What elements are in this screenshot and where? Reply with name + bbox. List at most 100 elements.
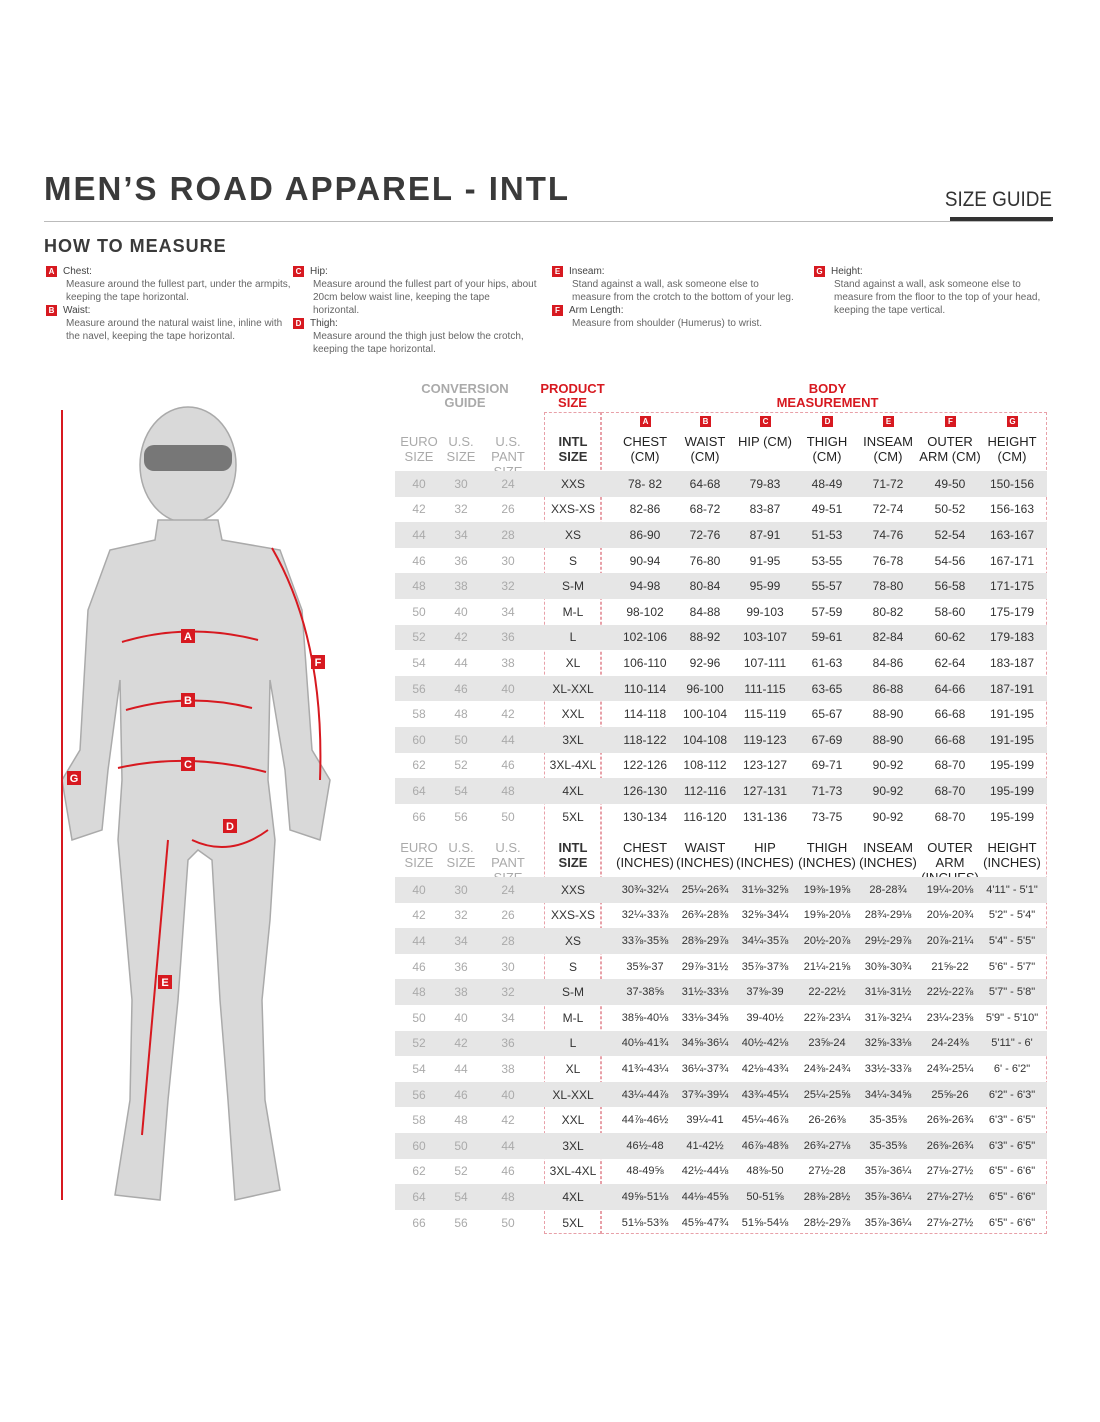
conversion-cell: 56 — [454, 1215, 468, 1230]
measurement-column-header: INSEAM (CM) — [863, 434, 913, 464]
conversion-cell: 66 — [412, 1215, 426, 1230]
measurement-cell: 51⅛-53⅜ — [621, 1216, 669, 1229]
measurement-cell: 6'5" - 6'6" — [988, 1216, 1036, 1229]
measurement-cell: 42½-44⅛ — [681, 1165, 729, 1178]
measurement-cell: 34¼-34⅝ — [864, 1088, 912, 1101]
intl-size-cell: S — [568, 959, 578, 974]
measurement-column-header: HEIGHT (INCHES) — [983, 840, 1041, 870]
measurement-cell: 6'2" - 6'3" — [988, 1088, 1036, 1101]
instruction-name: Waist: — [63, 305, 91, 316]
column-marker-badge: D — [822, 416, 833, 427]
conversion-cell: 28 — [501, 527, 515, 542]
marker-badge: A — [46, 266, 57, 277]
measurement-cell: 107-111 — [743, 655, 787, 670]
intl-size-cell: S-M — [562, 985, 584, 1000]
table-row: 56 46 40 XL-XXL 43¼-44⅞ 37¾-39¼ 43¾-45¼ 25¼-25⅝… — [395, 1081, 1047, 1108]
measurement-cell: 76-80 — [689, 553, 721, 568]
table-row: 62 52 46 3XL-4XL 48-49⅝ 42½-44⅛ 48⅜-50 27½-28 35… — [395, 1159, 1047, 1185]
marker-badge: D — [293, 318, 304, 329]
product-size-header: PRODUCT SIZE — [540, 381, 605, 410]
table-row: 42 32 26 XXS-XS 82-86 68-72 83-87 49-51 72-74 50-… — [395, 497, 1047, 523]
conversion-cell: 56 — [454, 809, 468, 824]
conversion-cell: 48 — [412, 579, 426, 594]
instruction-text: Measure from shoulder (Humerus) to wrist… — [572, 318, 763, 329]
table-row: 52 42 36 L 102-106 88-92 103-107 59-61 82-84 60-6… — [395, 624, 1047, 651]
intl-size-cell: XL-XXL — [552, 1087, 594, 1102]
measurement-cell: 60-62 — [934, 630, 966, 645]
intl-size-cell: 4XL — [562, 1189, 584, 1204]
measurement-cell: 63-65 — [811, 681, 843, 696]
marker-label: C — [184, 759, 192, 771]
instruction-heading: B Waist: — [46, 304, 291, 317]
conversion-cell: 26 — [501, 908, 515, 923]
conversion-cell: 26 — [501, 502, 515, 517]
measurement-cell: 68-72 — [689, 502, 721, 517]
measurement-cell: 31⅛-31½ — [864, 986, 912, 999]
conversion-column-header: EURO SIZE — [400, 434, 438, 464]
measurement-cell: 59-61 — [811, 630, 843, 645]
column-marker-badge: B — [700, 416, 711, 427]
intl-size-cell: L — [569, 630, 577, 645]
measurement-cell: 99-103 — [746, 604, 784, 619]
size-guide-underline — [950, 217, 1053, 221]
size-guide-label: SIZE GUIDE — [944, 188, 1052, 211]
measurement-cell: 26⅜-26¾ — [926, 1114, 974, 1127]
measurement-cell: 27½-28 — [808, 1165, 846, 1178]
instruction-text: Stand against a wall, ask someone else t… — [572, 279, 794, 303]
marker-f — [311, 655, 325, 669]
measurement-cell: 78- 82 — [627, 476, 663, 491]
measurement-cell: 150-156 — [989, 476, 1035, 491]
measurement-cell: 27⅛-27½ — [926, 1190, 974, 1203]
measurement-cell: 104-108 — [682, 732, 728, 747]
measurement-cell: 73-75 — [811, 809, 843, 824]
measurement-cell: 37-38⅝ — [626, 986, 664, 999]
conversion-cell: 52 — [454, 758, 468, 773]
conversion-cell: 50 — [412, 1010, 426, 1025]
table-row: 64 54 48 4XL 49⅝-51⅛ 44⅛-45⅝ 50-51⅝ 28⅜-28½ 35⅞-… — [395, 1184, 1047, 1210]
conversion-column-header: EURO SIZE — [400, 840, 438, 870]
measurement-column-header: THIGH (INCHES) — [798, 840, 856, 870]
conversion-cell: 50 — [454, 732, 468, 747]
intl-size-cell: XS — [564, 933, 582, 948]
instruction-name: Chest: — [63, 266, 92, 277]
measurement-cell: 49-51 — [811, 502, 843, 517]
table-row: 66 56 50 5XL 130-134 116-120 131-136 73-75 90-92… — [395, 804, 1047, 830]
conversion-cell: 52 — [412, 1036, 426, 1051]
measurement-column-header: WAIST (CM) — [684, 434, 726, 464]
measurement-cell: 167-171 — [989, 553, 1035, 568]
measurement-cell: 114-118 — [623, 707, 667, 722]
conversion-cell: 46 — [412, 959, 426, 974]
measurement-column-header: HIP (INCHES) — [736, 840, 794, 870]
measurement-cell: 131-136 — [742, 809, 788, 824]
measurement-cell: 40½-42⅛ — [741, 1037, 789, 1050]
measurement-cell: 51⅝-54⅛ — [741, 1216, 789, 1229]
measurement-cell: 6'5" - 6'6" — [988, 1165, 1036, 1178]
column-marker-badge: C — [760, 416, 771, 427]
conversion-cell: 34 — [501, 604, 515, 619]
conversion-cell: 54 — [454, 783, 468, 798]
instruction-name: Inseam: — [569, 266, 605, 277]
conversion-cell: 30 — [501, 553, 515, 568]
measurement-cell: 102-106 — [622, 630, 668, 645]
marker-b — [181, 693, 195, 707]
measurement-cell: 122-126 — [622, 758, 668, 773]
conversion-cell: 36 — [454, 553, 468, 568]
measurement-cell: 94-98 — [629, 579, 661, 594]
measurement-cell: 58-60 — [934, 604, 966, 619]
measurement-cell: 35⅞-37⅜ — [741, 960, 789, 973]
instruction-text: Measure around the fullest part of your … — [313, 279, 537, 316]
measurement-cell: 41¾-43¼ — [621, 1062, 669, 1075]
conversion-cell: 40 — [412, 476, 426, 491]
intl-size-cell: XXS-XS — [550, 908, 596, 923]
measurement-cell: 79-83 — [749, 476, 781, 491]
measurement-cell: 87-91 — [749, 527, 781, 542]
conversion-cell: 42 — [454, 1036, 468, 1051]
measurement-cell: 28⅜-28½ — [803, 1190, 851, 1203]
measurement-cell: 28-28¾ — [869, 883, 907, 896]
conversion-cell: 32 — [501, 985, 515, 1000]
marker-label: B — [184, 695, 192, 707]
measurement-cell: 127-131 — [742, 783, 788, 798]
measurement-cell: 31⅞-32¼ — [864, 1011, 912, 1024]
measurement-cell: 111-115 — [744, 681, 786, 696]
conversion-cell: 52 — [412, 630, 426, 645]
